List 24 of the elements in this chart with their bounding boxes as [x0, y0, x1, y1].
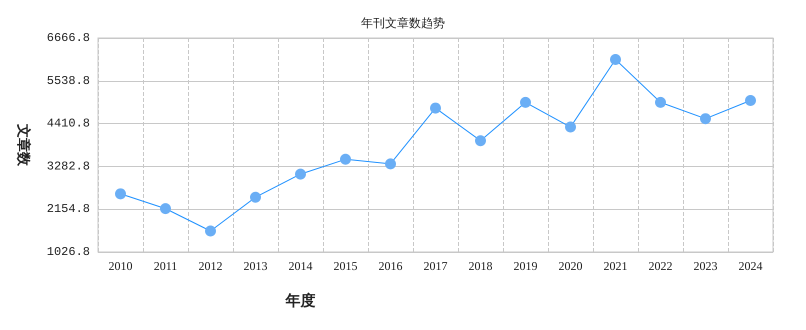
x-tick-label: 2016 [378, 259, 402, 273]
x-tick-label: 2023 [694, 259, 718, 273]
x-tick-label: 2020 [558, 259, 582, 273]
x-tick-label: 2022 [648, 259, 672, 273]
y-tick-label: 5538.8 [46, 74, 90, 88]
x-tick-label: 2017 [424, 259, 448, 273]
y-tick-label: 3282.8 [46, 159, 90, 174]
y-tick-label: 4410.8 [46, 116, 90, 131]
x-tick-label: 2012 [198, 259, 222, 273]
x-tick-label: 2021 [604, 259, 628, 273]
x-tick-label: 2010 [108, 259, 132, 273]
x-tick-label: 2014 [288, 259, 312, 273]
chart-title: 年刊文章数趋势 [361, 16, 445, 30]
y-tick-label: 6666.8 [46, 31, 90, 45]
x-tick-label: 2018 [468, 259, 492, 273]
y-tick-label: 2154.8 [46, 202, 90, 216]
x-tick-label: 2011 [154, 259, 178, 273]
x-axis-title: 年度 [284, 292, 316, 310]
x-tick-label: 2024 [738, 259, 762, 273]
x-tick-label: 2019 [514, 259, 538, 273]
x-tick-label: 2015 [334, 259, 358, 273]
y-tick-label: 1026.8 [46, 245, 90, 259]
x-tick-label: 2013 [244, 259, 268, 273]
y-axis-title: 文章数 [15, 123, 32, 167]
